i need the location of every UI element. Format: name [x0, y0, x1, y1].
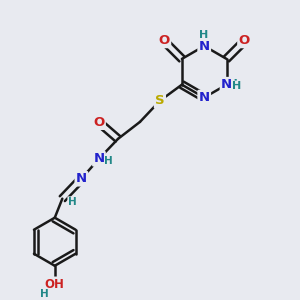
Text: H: H [200, 40, 209, 50]
Text: N: N [199, 91, 210, 104]
Text: H: H [228, 78, 238, 91]
Text: O: O [93, 116, 105, 129]
Text: H: H [104, 156, 113, 166]
Text: S: S [155, 94, 165, 107]
Text: H: H [199, 30, 208, 40]
Text: N: N [221, 78, 232, 91]
Text: H: H [68, 196, 76, 207]
Text: O: O [238, 34, 250, 47]
Text: N: N [199, 40, 210, 52]
Text: H: H [40, 289, 49, 299]
Text: O: O [159, 34, 170, 47]
Text: H: H [232, 81, 242, 91]
Text: N: N [76, 172, 87, 185]
Text: OH: OH [45, 278, 65, 291]
Text: N: N [93, 152, 104, 165]
Text: H: H [199, 40, 209, 52]
Text: H: H [199, 31, 209, 44]
